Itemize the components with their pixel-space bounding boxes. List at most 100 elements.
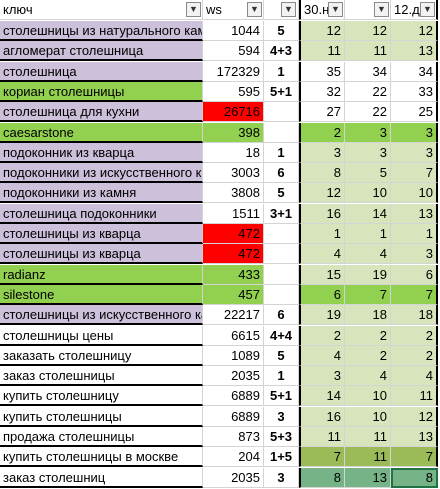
value-cell-1[interactable]: 4 <box>299 244 345 265</box>
position-cell[interactable]: 5 <box>264 183 299 204</box>
value-cell-1[interactable]: 6 <box>299 284 345 305</box>
key-cell[interactable]: столешницы цены <box>0 325 203 346</box>
key-cell[interactable]: столешницы из кварца <box>0 244 203 265</box>
ws-cell[interactable]: 1511 <box>203 203 264 224</box>
header-date2[interactable]: 12.д ▼ <box>391 0 438 20</box>
position-cell[interactable]: 5+1 <box>264 81 299 102</box>
value-cell-3[interactable]: 34 <box>391 61 438 82</box>
filter-dropdown-icon[interactable]: ▼ <box>247 2 262 17</box>
filter-dropdown-icon[interactable]: ▼ <box>281 2 296 17</box>
ws-cell[interactable]: 26716 <box>203 102 264 123</box>
ws-cell[interactable]: 6615 <box>203 325 264 346</box>
position-cell[interactable] <box>264 122 299 143</box>
value-cell-2[interactable]: 3 <box>345 122 391 143</box>
key-cell[interactable]: столешница для кухни <box>0 102 203 123</box>
position-cell[interactable] <box>264 102 299 123</box>
ws-cell[interactable]: 6889 <box>203 386 264 407</box>
value-cell-3[interactable]: 13 <box>391 41 438 62</box>
value-cell-2[interactable]: 14 <box>345 203 391 224</box>
value-cell-3[interactable]: 2 <box>391 345 438 366</box>
value-cell-3[interactable]: 25 <box>391 102 438 123</box>
value-cell-3[interactable]: 13 <box>391 203 438 224</box>
position-cell[interactable]: 5+1 <box>264 386 299 407</box>
key-cell[interactable]: столешница подоконники <box>0 203 203 224</box>
value-cell-3[interactable]: 6 <box>391 264 438 285</box>
value-cell-3[interactable]: 11 <box>391 386 438 407</box>
position-cell[interactable]: 5 <box>264 345 299 366</box>
value-cell-3[interactable]: 12 <box>391 21 438 41</box>
value-cell-2[interactable]: 19 <box>345 264 391 285</box>
position-cell[interactable] <box>264 244 299 265</box>
value-cell-2[interactable]: 5 <box>345 163 391 184</box>
value-cell-1[interactable]: 7 <box>299 447 345 468</box>
value-cell-1[interactable]: 15 <box>299 264 345 285</box>
value-cell-3[interactable]: 13 <box>391 427 438 447</box>
key-cell[interactable]: столешницы из искусственного камня <box>0 305 203 326</box>
value-cell-3[interactable]: 18 <box>391 305 438 326</box>
ws-cell[interactable]: 594 <box>203 41 264 62</box>
value-cell-3[interactable]: 3 <box>391 122 438 143</box>
ws-cell[interactable]: 22217 <box>203 305 264 326</box>
position-cell[interactable]: 1 <box>264 142 299 163</box>
value-cell-1[interactable]: 3 <box>299 142 345 163</box>
value-cell-3[interactable]: 7 <box>391 284 438 305</box>
position-cell[interactable]: 1 <box>264 366 299 387</box>
position-cell[interactable] <box>264 284 299 305</box>
value-cell-3[interactable]: 4 <box>391 366 438 387</box>
position-cell[interactable]: 3 <box>264 467 299 488</box>
value-cell-1[interactable]: 11 <box>299 41 345 62</box>
key-cell[interactable]: продажа столешницы <box>0 427 203 447</box>
key-cell[interactable]: купить столешницы <box>0 406 203 427</box>
key-cell[interactable]: купить столешницы в москве <box>0 447 203 468</box>
ws-cell[interactable]: 457 <box>203 284 264 305</box>
value-cell-3[interactable]: 3 <box>391 142 438 163</box>
ws-cell[interactable]: 6889 <box>203 406 264 427</box>
position-cell[interactable]: 1+5 <box>264 447 299 468</box>
ws-cell[interactable]: 873 <box>203 427 264 447</box>
value-cell-2[interactable]: 2 <box>345 345 391 366</box>
key-cell[interactable]: radianz <box>0 264 203 285</box>
key-cell[interactable]: столешница <box>0 61 203 82</box>
value-cell-2[interactable]: 3 <box>345 142 391 163</box>
position-cell[interactable]: 4+3 <box>264 41 299 62</box>
header-col4[interactable]: ▼ <box>345 0 391 20</box>
position-cell[interactable] <box>264 224 299 244</box>
header-ws[interactable]: ws ▼ <box>203 0 264 20</box>
value-cell-2[interactable]: 10 <box>345 406 391 427</box>
ws-cell[interactable]: 472 <box>203 244 264 265</box>
value-cell-2[interactable]: 11 <box>345 447 391 468</box>
filter-dropdown-icon[interactable]: ▼ <box>328 2 343 17</box>
position-cell[interactable]: 6 <box>264 305 299 326</box>
header-date1[interactable]: 30.н ▼ <box>299 0 345 20</box>
value-cell-1[interactable]: 8 <box>299 467 345 488</box>
value-cell-2[interactable]: 2 <box>345 325 391 346</box>
value-cell-1[interactable]: 4 <box>299 345 345 366</box>
key-cell[interactable]: подоконники из искусственного камня <box>0 163 203 184</box>
value-cell-1[interactable]: 19 <box>299 305 345 326</box>
value-cell-1[interactable]: 35 <box>299 61 345 82</box>
key-cell[interactable]: подоконники из камня <box>0 183 203 204</box>
value-cell-2[interactable]: 10 <box>345 386 391 407</box>
position-cell[interactable]: 5+3 <box>264 427 299 447</box>
value-cell-1[interactable]: 2 <box>299 122 345 143</box>
value-cell-1[interactable]: 3 <box>299 366 345 387</box>
key-cell[interactable]: silestone <box>0 284 203 305</box>
ws-cell[interactable]: 2035 <box>203 467 264 488</box>
position-cell[interactable]: 4+4 <box>264 325 299 346</box>
value-cell-2[interactable]: 4 <box>345 244 391 265</box>
position-cell[interactable]: 1 <box>264 61 299 82</box>
filter-dropdown-icon[interactable]: ▼ <box>374 2 389 17</box>
value-cell-2[interactable]: 12 <box>345 21 391 41</box>
key-cell[interactable]: купить столешницу <box>0 386 203 407</box>
ws-cell[interactable]: 3003 <box>203 163 264 184</box>
position-cell[interactable]: 3 <box>264 406 299 427</box>
key-cell[interactable]: caesarstone <box>0 122 203 143</box>
position-cell[interactable]: 3+1 <box>264 203 299 224</box>
key-cell[interactable]: заказать столешницу <box>0 345 203 366</box>
value-cell-1[interactable]: 12 <box>299 183 345 204</box>
value-cell-1[interactable]: 16 <box>299 203 345 224</box>
ws-cell[interactable]: 3808 <box>203 183 264 204</box>
position-cell[interactable]: 6 <box>264 163 299 184</box>
filter-dropdown-icon[interactable]: ▼ <box>186 2 201 17</box>
ws-cell[interactable]: 595 <box>203 81 264 102</box>
